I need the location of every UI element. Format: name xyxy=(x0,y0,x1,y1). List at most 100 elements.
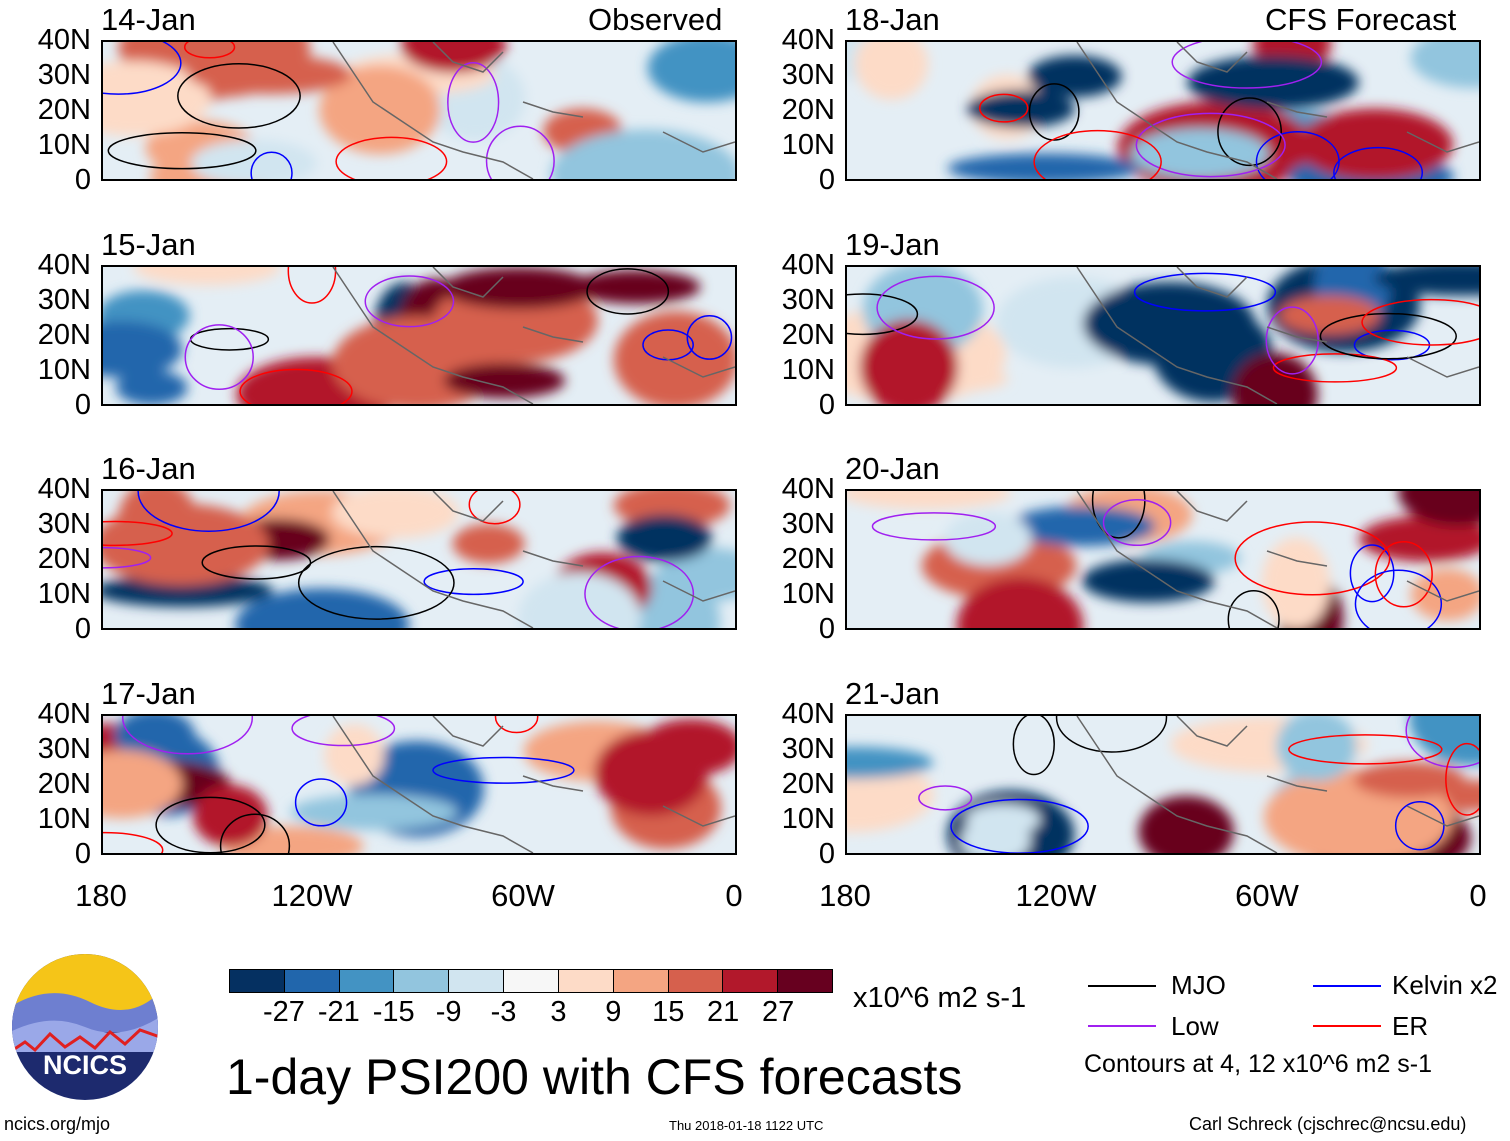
anomaly-blob xyxy=(1359,516,1479,562)
contour-line xyxy=(177,63,301,129)
colorbar-label: -21 xyxy=(317,996,360,1028)
contour-line xyxy=(1033,129,1162,179)
y-tick-label: 30N xyxy=(781,733,835,765)
y-tick-label: 20N xyxy=(781,94,835,126)
y-tick-label: 0 xyxy=(74,838,91,870)
contour-line xyxy=(978,93,1029,123)
anomaly-blob xyxy=(847,491,1011,509)
panel-date: 19-Jan xyxy=(845,227,940,262)
colorbar-label: -9 xyxy=(435,996,462,1028)
anomaly-blob xyxy=(1027,55,1122,98)
anomaly-blob xyxy=(1398,491,1479,527)
x-tick-label: 60W xyxy=(1235,878,1299,913)
anomaly-blob xyxy=(1296,108,1453,179)
colorbar-label: -15 xyxy=(372,996,415,1028)
y-tick-label: 30N xyxy=(37,733,91,765)
y-tick-label: 40N xyxy=(781,473,835,505)
contour-line xyxy=(103,42,182,95)
contour-line xyxy=(1361,298,1479,346)
contour-line xyxy=(137,491,280,532)
contour-line xyxy=(1102,498,1172,547)
anomaly-blob xyxy=(187,54,352,95)
colorbar xyxy=(229,969,833,993)
contour-line xyxy=(847,293,919,336)
y-tick-label: 10N xyxy=(37,129,91,161)
observed-label: Observed xyxy=(588,2,723,37)
panel-date: 20-Jan xyxy=(845,451,940,486)
footer-url[interactable]: ncics.org/mjo xyxy=(4,1114,111,1134)
y-tick-label: 20N xyxy=(37,94,91,126)
contour-line xyxy=(1272,353,1398,383)
anomaly-blob xyxy=(290,794,458,830)
contour-line xyxy=(686,315,733,360)
contour-line xyxy=(918,785,973,811)
y-tick-label: 0 xyxy=(818,164,835,196)
contour-line xyxy=(468,491,521,525)
y-tick-label: 40N xyxy=(37,24,91,56)
anomaly-blob xyxy=(1279,295,1381,335)
x-tick-label: 0 xyxy=(725,878,743,913)
contour-line xyxy=(287,267,337,304)
anomaly-blob xyxy=(133,267,281,286)
y-tick-label: 20N xyxy=(781,543,835,575)
contour-line xyxy=(871,512,997,541)
contour-line xyxy=(586,268,670,315)
x-tick-label: 0 xyxy=(1469,878,1487,913)
contour-line xyxy=(155,796,266,853)
colorbar-label: 27 xyxy=(761,996,795,1028)
psi200-map-panel xyxy=(101,714,737,855)
contour-line xyxy=(184,324,254,391)
legend-low: Low xyxy=(1171,1011,1219,1041)
anomaly-blob xyxy=(442,267,597,310)
anomaly-blob xyxy=(1410,42,1479,89)
y-tick-label: 30N xyxy=(781,284,835,316)
contour-line xyxy=(1234,521,1391,596)
anomaly-blob xyxy=(103,574,273,607)
legend-mjo: MJO xyxy=(1171,970,1226,1000)
contour-line xyxy=(1354,569,1443,628)
coastline xyxy=(332,267,735,404)
y-tick-label: 40N xyxy=(37,249,91,281)
coastline xyxy=(1076,267,1479,404)
contour-line xyxy=(294,778,348,827)
anomaly-blob xyxy=(1409,716,1479,766)
anomaly-blob xyxy=(956,577,1084,628)
contour-line xyxy=(103,546,152,569)
contour-note: Contours at 4, 12 x10^6 m2 s-1 xyxy=(1084,1050,1433,1078)
y-tick-label: 20N xyxy=(37,543,91,575)
anomaly-blob xyxy=(859,319,959,404)
y-tick-label: 40N xyxy=(781,698,835,730)
y-tick-label: 10N xyxy=(781,803,835,835)
y-tick-label: 10N xyxy=(37,578,91,610)
contour-line xyxy=(219,813,291,853)
panel-date: 21-Jan xyxy=(845,676,940,711)
anomaly-blob xyxy=(115,370,188,404)
contour-line xyxy=(423,568,524,596)
contour-line xyxy=(1217,97,1282,167)
anomaly-blob xyxy=(594,730,709,816)
y-tick-label: 40N xyxy=(37,698,91,730)
footer-timestamp: Thu 2018-01-18 1122 UTC xyxy=(669,1118,824,1133)
anomaly-blob xyxy=(103,749,183,819)
contour-line xyxy=(1405,716,1479,768)
y-tick-label: 0 xyxy=(818,613,835,645)
panel-date: 14-Jan xyxy=(101,2,196,37)
anomaly-blob xyxy=(331,491,460,539)
y-tick-label: 20N xyxy=(781,319,835,351)
x-tick-label: 120W xyxy=(1015,878,1097,913)
y-tick-label: 10N xyxy=(781,354,835,386)
legend-line-low xyxy=(1088,1025,1156,1027)
contour-line xyxy=(1394,800,1445,851)
anomaly-blob xyxy=(617,514,712,562)
y-tick-label: 30N xyxy=(37,284,91,316)
contour-line xyxy=(103,831,164,853)
legend-kelvin: Kelvin x2 xyxy=(1392,970,1498,1000)
y-tick-label: 0 xyxy=(74,389,91,421)
panel-date: 17-Jan xyxy=(101,676,196,711)
anomaly-blob xyxy=(947,153,1141,179)
contour-line xyxy=(291,716,396,747)
colorbar-swatch xyxy=(613,970,669,992)
contour-line xyxy=(189,327,270,351)
contour-line xyxy=(1288,734,1443,765)
psi200-map-panel xyxy=(845,489,1481,630)
